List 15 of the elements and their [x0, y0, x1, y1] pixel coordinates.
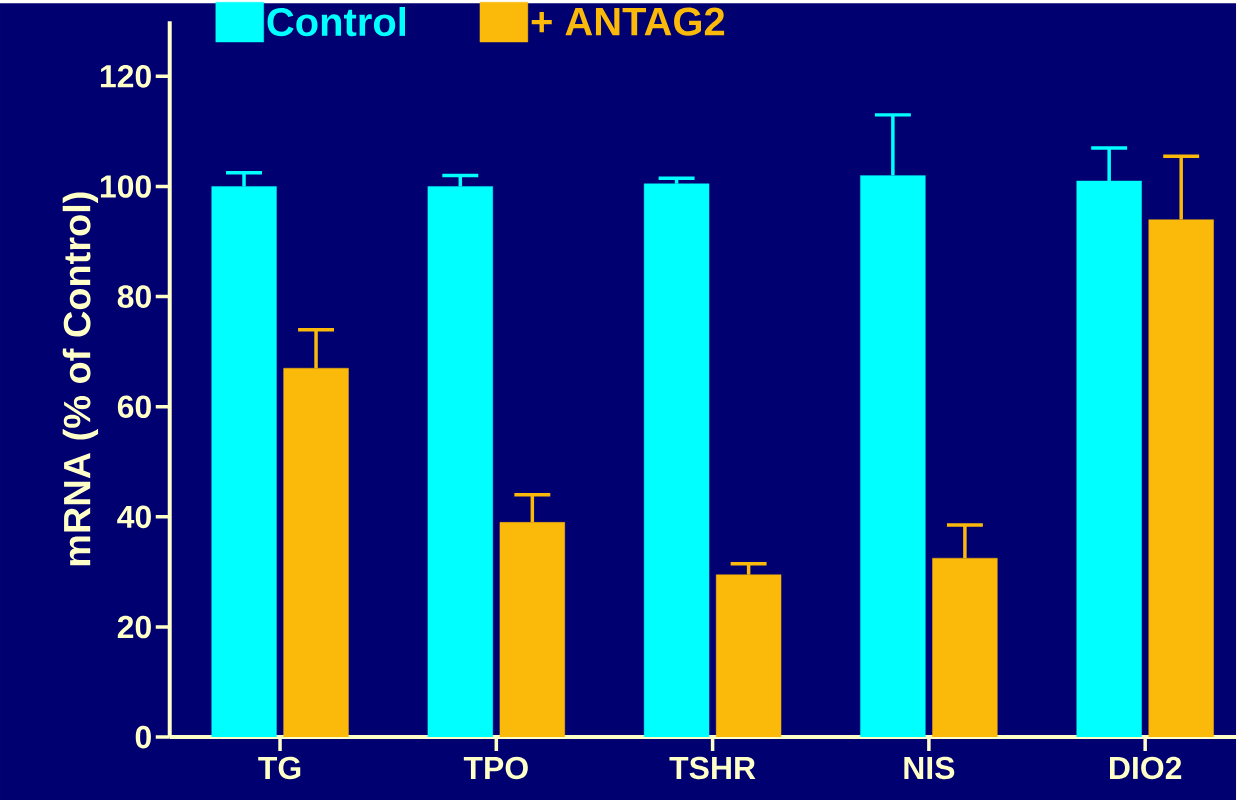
y-tick-label: 40 — [117, 505, 151, 529]
x-tick-label: NIS — [904, 756, 955, 780]
y-tick-label: 100 — [100, 175, 151, 198]
x-tick-label: DIO2 — [1110, 756, 1182, 780]
y-axis-title: mRNA (% of Control) — [62, 192, 99, 566]
x-tick-label: TSHR — [669, 756, 756, 780]
x-tick-label: TG — [258, 756, 301, 780]
y-tick-label: 120 — [100, 65, 151, 88]
y-tick-label: 60 — [117, 395, 151, 419]
x-tick-label: TPO — [463, 756, 528, 780]
y-tick-label: 0 — [135, 725, 151, 749]
y-tick-label: 80 — [117, 285, 151, 308]
y-tick-label: 20 — [117, 615, 151, 639]
legend-label: + ANTAG2 — [531, 7, 725, 36]
legend-label: Control — [267, 6, 406, 37]
